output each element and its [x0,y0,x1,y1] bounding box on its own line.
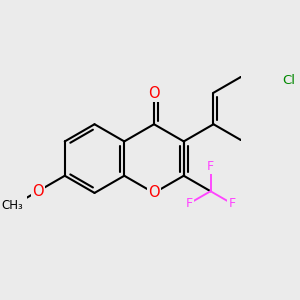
Text: F: F [207,160,214,173]
Text: O: O [148,185,160,200]
Text: O: O [32,184,44,199]
Text: CH₃: CH₃ [2,199,24,212]
Text: F: F [185,197,193,210]
Text: O: O [148,86,160,101]
Text: F: F [228,197,236,210]
Text: Cl: Cl [282,74,295,87]
